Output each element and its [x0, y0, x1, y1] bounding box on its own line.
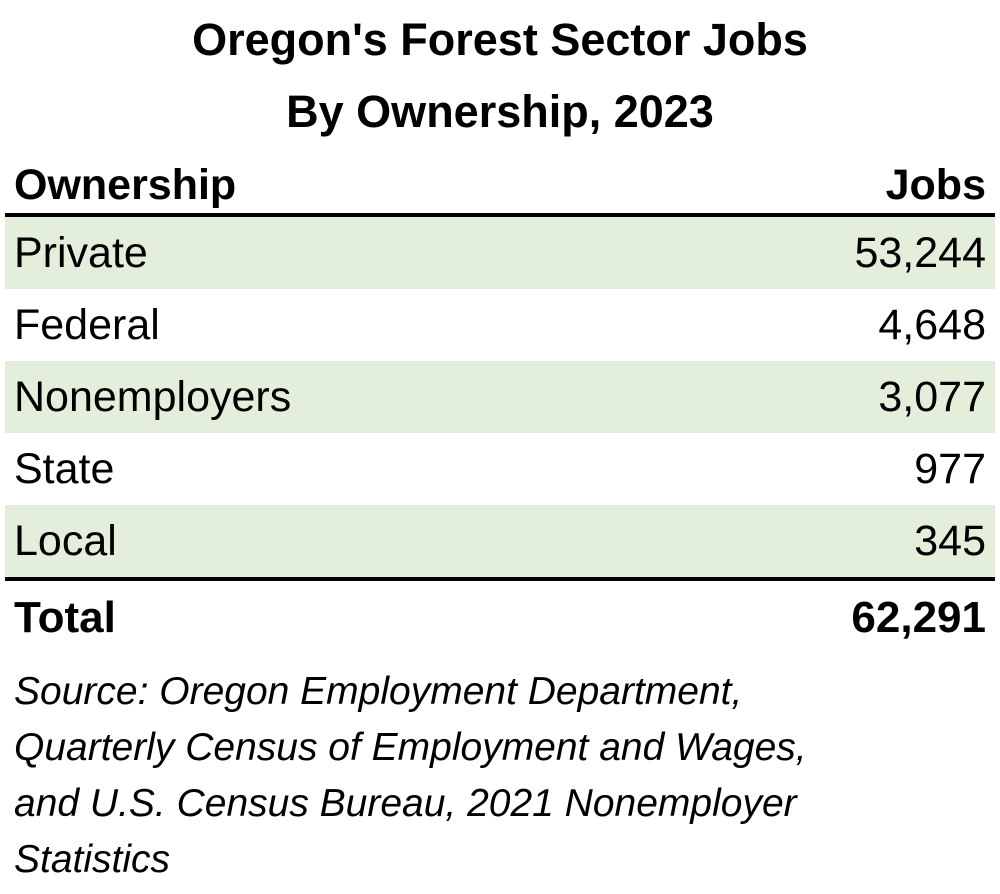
row-ownership-label: Private [14, 229, 148, 277]
source-line: Quarterly Census of Employment and Wages… [14, 726, 807, 769]
chart-title-line-2: By Ownership, 2023 [286, 86, 714, 137]
source-line: Statistics [14, 838, 171, 881]
row-ownership-label: State [14, 445, 115, 493]
source-note: Source: Oregon Employment Department, Qu… [14, 664, 984, 888]
table-row: Private 53,244 [5, 217, 995, 289]
source-line: and U.S. Census Bureau, 2021 Nonemployer [14, 782, 797, 825]
total-label: Total [14, 593, 116, 642]
jobs-table: Ownership Jobs Private 53,244 Federal 4,648… [5, 150, 995, 651]
table-row: Nonemployers 3,077 [5, 361, 995, 433]
row-jobs-value: 53,244 [854, 229, 986, 277]
source-line: Source: Oregon Employment Department, [14, 670, 743, 713]
row-ownership-label: Local [14, 517, 117, 565]
row-jobs-value: 3,077 [878, 373, 986, 421]
row-ownership-label: Federal [14, 301, 160, 349]
table-row: Federal 4,648 [5, 289, 995, 361]
row-jobs-value: 977 [914, 445, 986, 493]
total-value: 62,291 [851, 593, 986, 642]
table-body: Private 53,244 Federal 4,648 Nonemployers 3,0… [5, 217, 995, 577]
row-jobs-value: 4,648 [878, 301, 986, 349]
row-ownership-label: Nonemployers [14, 373, 292, 421]
total-row: Total 62,291 [5, 577, 995, 651]
row-jobs-value: 345 [914, 517, 986, 565]
table-row: State 977 [5, 433, 995, 505]
table-header: Ownership Jobs [5, 150, 995, 217]
chart-title-line-1: Oregon's Forest Sector Jobs [192, 14, 808, 65]
table-row: Local 345 [5, 505, 995, 577]
column-header-jobs: Jobs [885, 161, 986, 209]
column-header-ownership: Ownership [14, 161, 237, 209]
